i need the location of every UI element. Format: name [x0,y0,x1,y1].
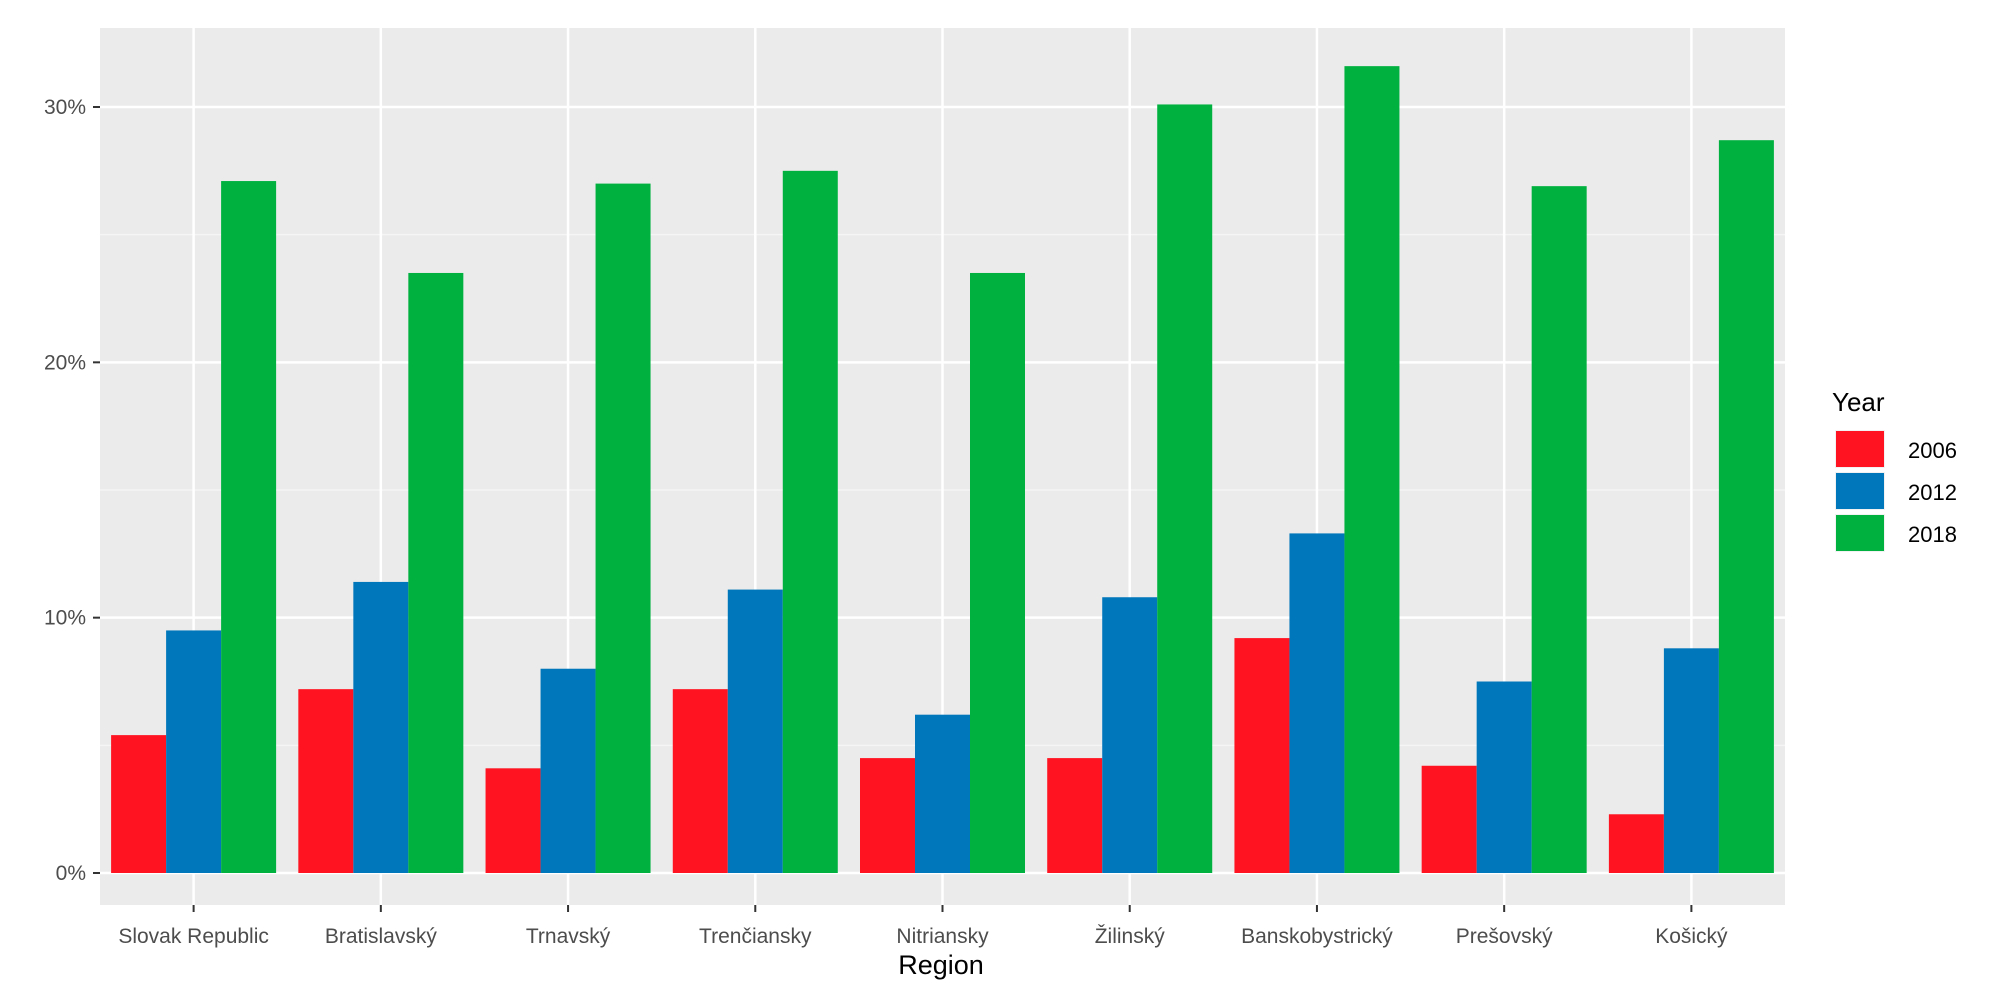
bar-2018 [1344,66,1400,873]
bar-2006 [298,689,354,873]
bars [111,66,1774,874]
x-tick-label: Slovak Republic [118,925,269,948]
bar-2012 [1289,533,1345,873]
x-tick-label: Košický [1655,925,1728,948]
bar-2006 [1608,814,1664,873]
legend-key-2012 [1836,473,1884,509]
bar-2012 [1663,648,1719,873]
bar-2018 [970,272,1025,873]
x-tick-label: Trenčiansky [699,925,812,948]
legend-items: 2006 2012 2018 [1835,430,1957,552]
bar-2018 [408,272,464,873]
bar-2012 [540,668,596,873]
x-tick-label: Žilinský [1095,925,1166,948]
legend: Year 2006 2012 2018 [1832,387,1957,552]
x-tick-label: Prešovský [1456,925,1553,948]
bar-2012 [727,589,783,873]
bar-2006 [111,735,167,873]
bar-2012 [915,714,970,873]
x-tick-label: Bratislavský [325,925,438,948]
legend-label: 2006 [1908,438,1957,463]
bar-2006 [672,689,728,873]
legend-title: Year [1832,387,1885,417]
bar-2006 [1234,638,1290,873]
x-axis-title: Region [898,950,984,980]
x-axis: Slovak Republic Bratislavský Trnavský Trenč… [118,905,1728,948]
bar-2018 [1718,140,1774,873]
bar-2006 [1047,758,1103,873]
x-tick-label: Nitriansky [896,925,989,948]
bar-2018 [782,170,838,874]
bar-2018 [595,183,651,874]
bar-2018 [1157,104,1213,874]
y-tick-label: 20% [44,351,86,374]
bar-2012 [1102,597,1158,873]
legend-label: 2018 [1908,522,1957,547]
bar-2018 [1531,186,1587,874]
bar-2012 [353,581,409,873]
bar-2006 [485,768,541,873]
x-tick-label: Banskobystrický [1241,925,1393,948]
y-tick-label: 30% [44,96,86,119]
legend-label: 2012 [1908,480,1957,505]
y-axis: 0% 10% 20% 30% [44,96,100,885]
bar-2012 [1476,681,1532,873]
x-tick-label: Trnavský [526,925,611,948]
legend-key-2018 [1836,515,1884,551]
legend-key-2006 [1836,431,1884,467]
bar-2012 [166,630,222,873]
bar-2006 [1421,765,1477,873]
bar-2018 [221,181,277,874]
y-tick-label: 10% [44,607,86,630]
y-tick-label: 0% [56,862,86,885]
bar-2006 [860,758,915,873]
